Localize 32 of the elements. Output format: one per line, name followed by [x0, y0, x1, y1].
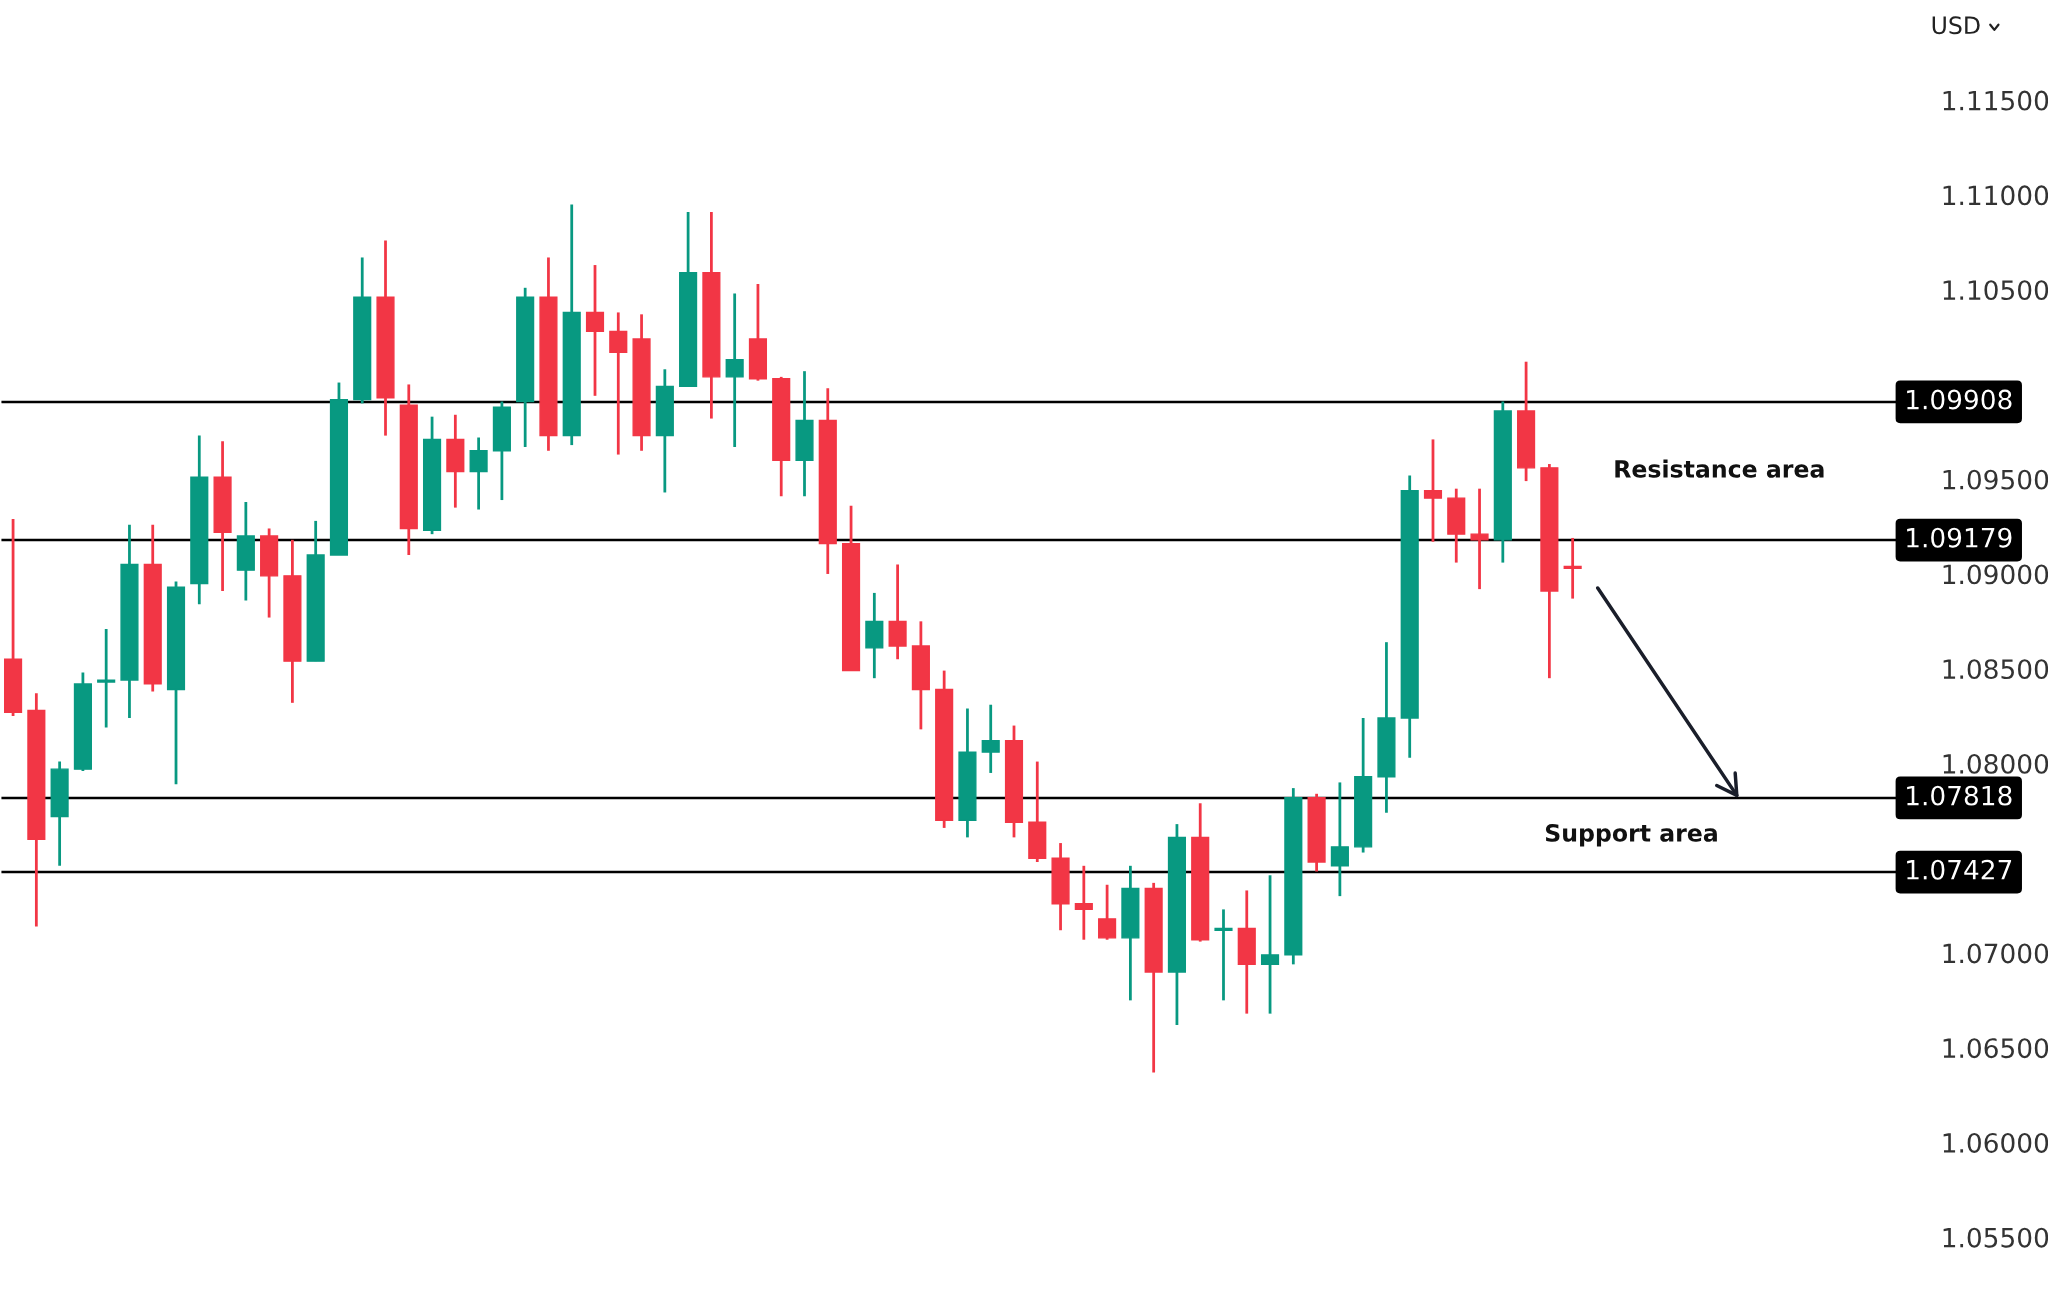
y-tick-label: 1.07000 [1943, 943, 2048, 964]
ref-line-label: 1.07818 [1907, 785, 2012, 806]
y-tick-label: 1.09000 [1943, 564, 2048, 585]
candlestick [97, 627, 116, 729]
y-tick-label: 1.08000 [1943, 753, 2048, 774]
candlestick [981, 703, 1000, 775]
y-tick-label: 1.05500 [1943, 1227, 2048, 1248]
candlestick [1098, 883, 1117, 942]
y-tick-label: 1.11500 [1943, 90, 2048, 111]
candlestick [725, 292, 744, 449]
y-tick-label: 1.10500 [1943, 280, 2048, 301]
y-tick-label: 1.08500 [1943, 659, 2048, 680]
candlestick [1563, 536, 1582, 600]
y-tick-label: 1.11000 [1943, 185, 2048, 206]
candlestick [1074, 864, 1093, 942]
candlestick [1214, 908, 1233, 1002]
candlestick [609, 311, 628, 456]
y-tick-label: 1.06000 [1943, 1132, 2048, 1153]
candlestick [469, 436, 488, 511]
y-tick-label: 1.06500 [1943, 1038, 2048, 1059]
candlestick [1330, 781, 1349, 898]
y-tick-label: 1.09500 [1943, 469, 2048, 490]
annotation: Resistance area [1615, 459, 1824, 478]
candlestick [1423, 438, 1443, 544]
candlestick [1470, 487, 1489, 591]
ref-line-label: 1.09908 [1907, 389, 2012, 410]
ref-line-label: 1.07427 [1907, 859, 2012, 880]
ref-line-label: 1.09179 [1907, 527, 2012, 548]
candlestick [1260, 873, 1280, 1016]
candlestick [585, 263, 605, 398]
y-axis-title: USD [1932, 16, 1980, 35]
annotation: Support area [1545, 824, 1717, 847]
